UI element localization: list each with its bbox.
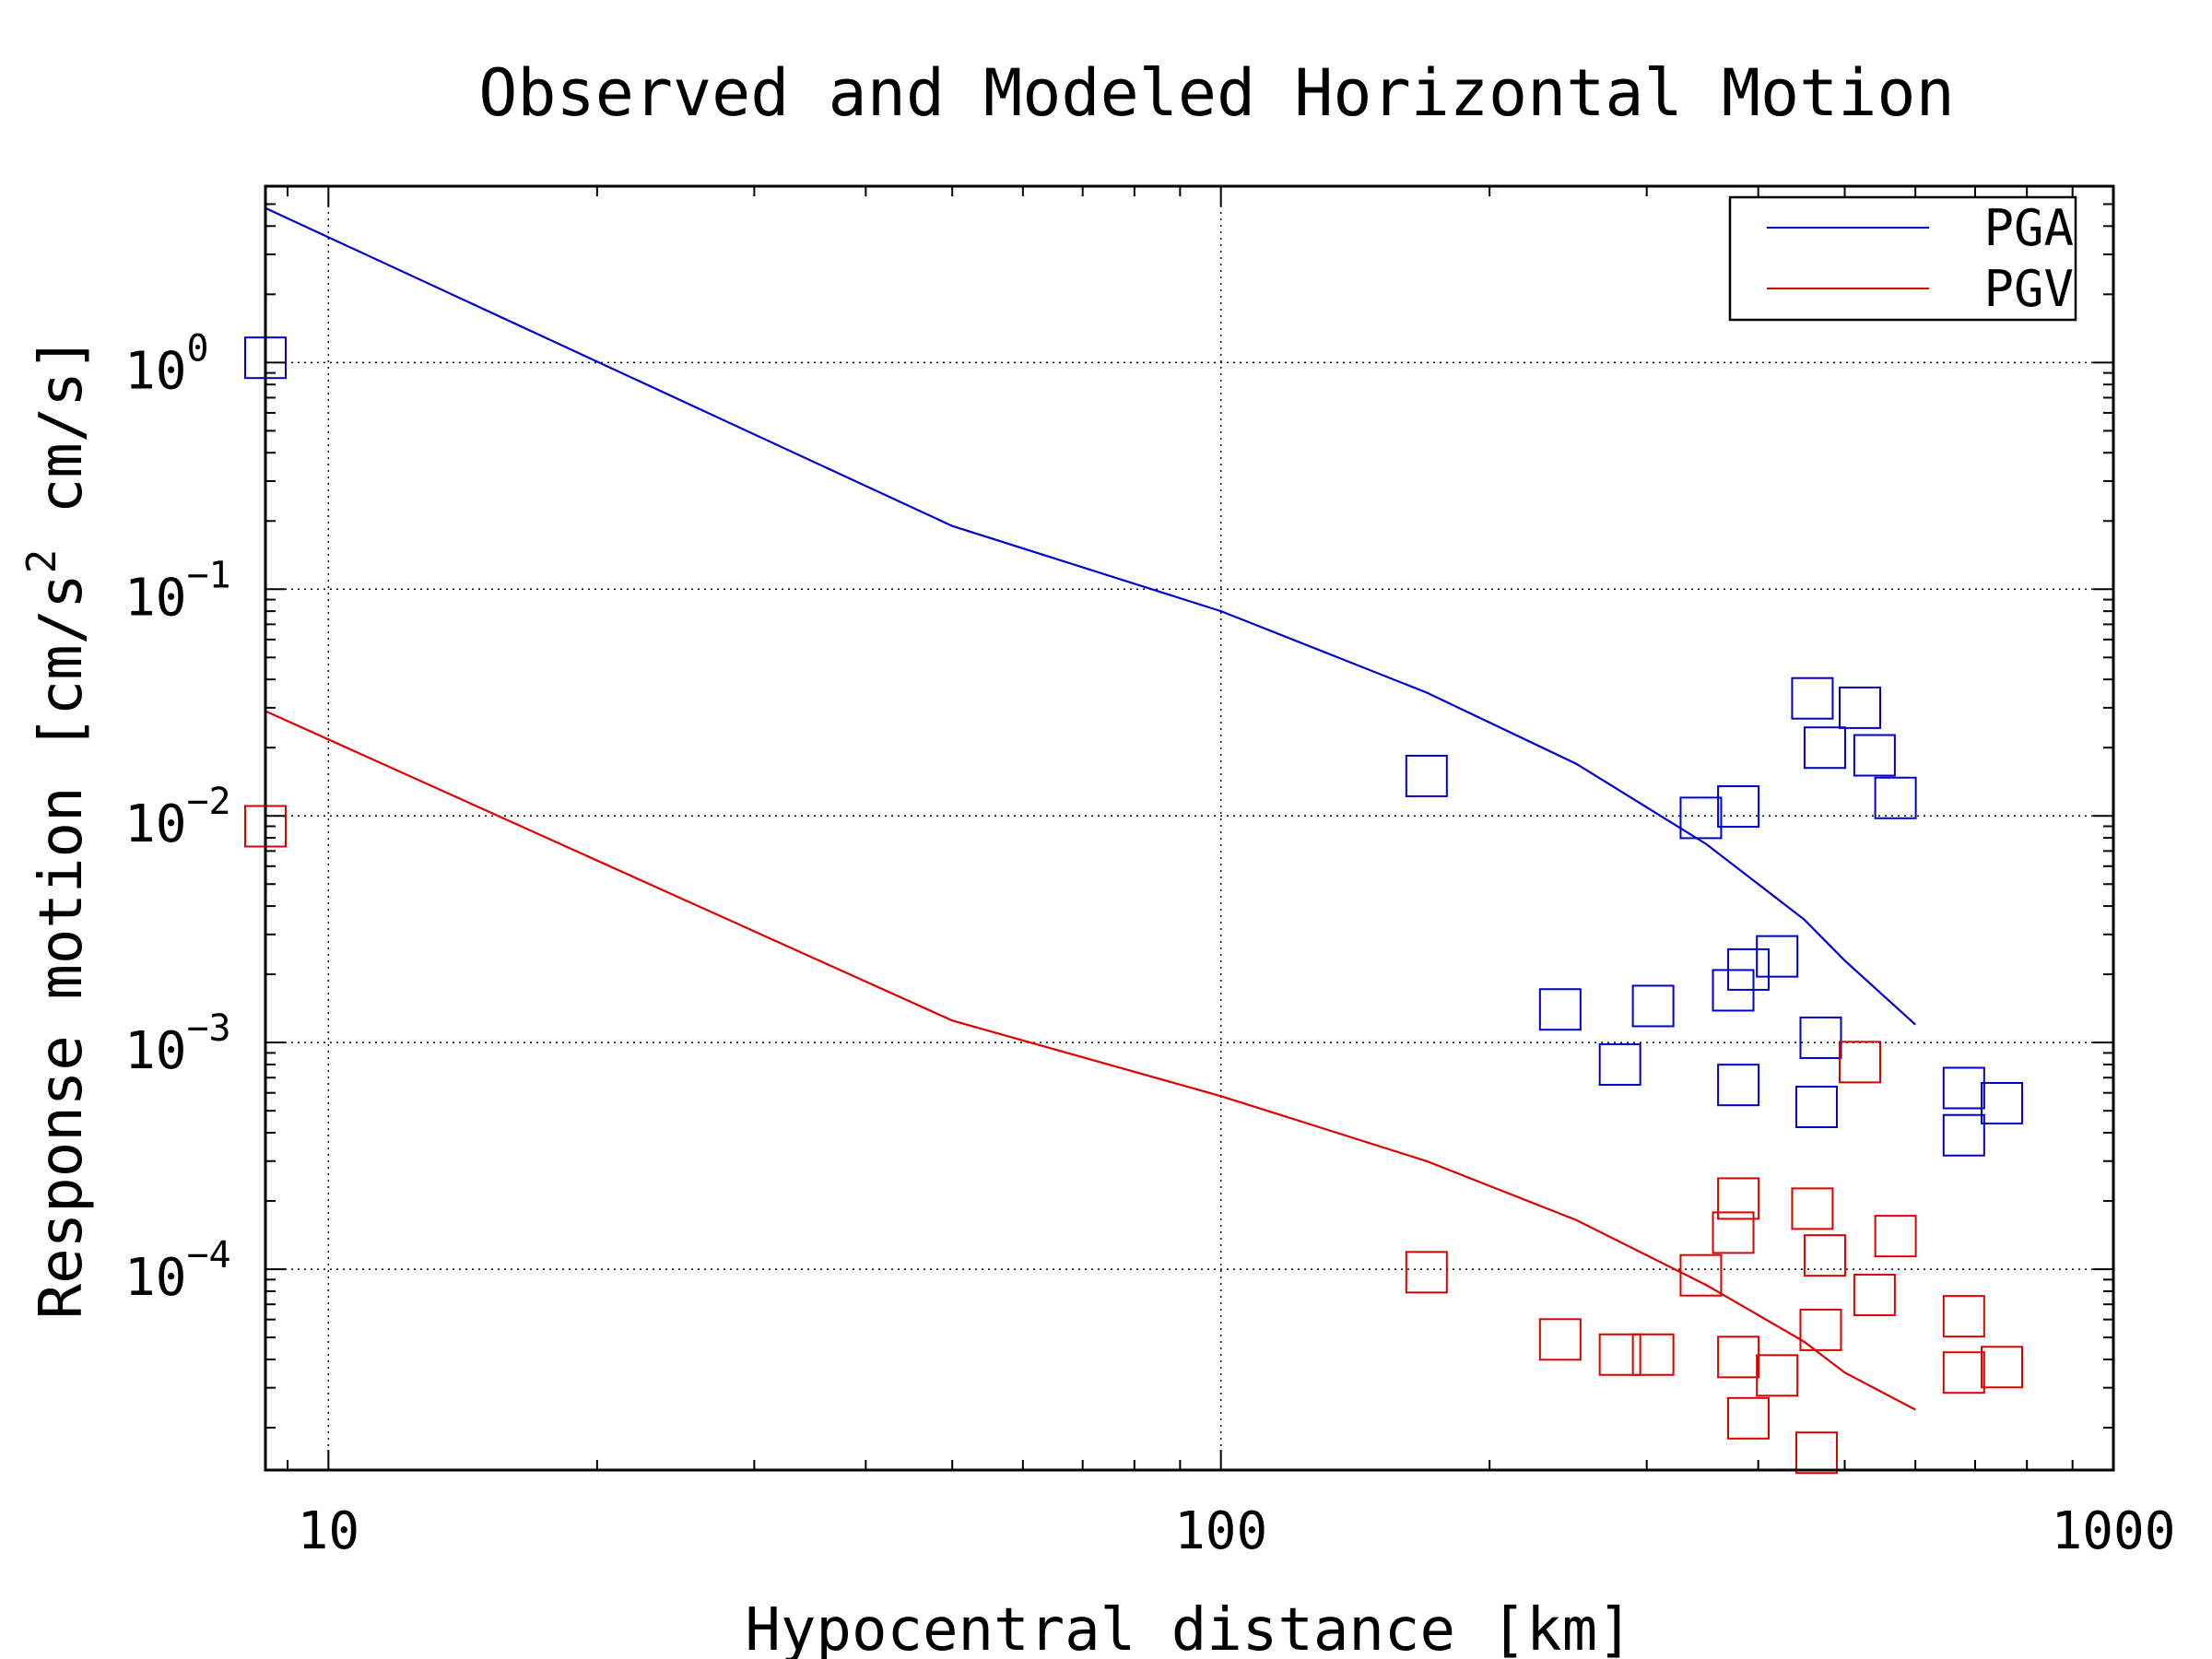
model-lines bbox=[265, 206, 1916, 1411]
data-point-pga bbox=[1799, 1016, 1842, 1059]
data-point-pga bbox=[1853, 734, 1896, 777]
data-point-pga bbox=[1794, 1086, 1838, 1129]
data-point-pgv bbox=[1717, 1177, 1760, 1220]
y-tick-label-base: 10 bbox=[124, 1248, 186, 1308]
x-tick-label: 100 bbox=[1174, 1501, 1267, 1561]
data-point-pga bbox=[1538, 988, 1582, 1031]
y-tick-label-exponent: −4 bbox=[186, 1234, 230, 1277]
data-point-pga bbox=[1717, 1064, 1760, 1107]
data-point-pgv bbox=[1791, 1187, 1834, 1230]
legend: PGA PGV bbox=[1728, 195, 2077, 322]
data-point-pga bbox=[1874, 776, 1917, 819]
grid bbox=[265, 186, 2113, 1470]
y-tick-label-base: 10 bbox=[124, 1021, 186, 1081]
data-point-pga bbox=[1679, 796, 1723, 840]
y-tick-label-base: 10 bbox=[124, 794, 186, 854]
x-axis-label: Hypocentral distance [km] bbox=[745, 1596, 1632, 1659]
y-axis-label-sup: 2 bbox=[18, 549, 65, 574]
data-point-pgv bbox=[1799, 1308, 1842, 1351]
y-axis-label-end: cm/s] bbox=[28, 336, 96, 549]
data-point-pga bbox=[1981, 1081, 2024, 1124]
legend-box bbox=[1728, 195, 2077, 322]
plot-frame bbox=[264, 184, 2115, 1472]
data-point-pgv bbox=[1631, 1333, 1675, 1376]
model-line-pga bbox=[265, 206, 1916, 1026]
y-tick-label-base: 10 bbox=[124, 568, 186, 628]
y-tick-label-exponent: −1 bbox=[186, 554, 230, 596]
data-point-pgv bbox=[1538, 1318, 1582, 1361]
data-point-pgv bbox=[1981, 1346, 2024, 1389]
data-point-pga bbox=[1803, 726, 1846, 770]
chart-title: Observed and Modeled Horizontal Motion bbox=[478, 55, 1954, 131]
x-tick-label: 10 bbox=[298, 1501, 359, 1561]
x-tick-labels: 10 100 1000 bbox=[298, 1501, 2176, 1561]
tick-marks bbox=[265, 185, 2114, 1470]
legend-label-pgv: PGV bbox=[1983, 260, 2074, 318]
y-tick-label: 100 bbox=[124, 327, 209, 401]
data-point-pga bbox=[1598, 1042, 1641, 1086]
data-point-pgv bbox=[1853, 1274, 1896, 1317]
data-point-pga bbox=[1838, 686, 1881, 729]
data-point-pgv bbox=[1794, 1431, 1838, 1475]
data-point-pga bbox=[1631, 984, 1675, 1028]
y-tick-label-exponent: 0 bbox=[186, 327, 208, 370]
data-point-pgv bbox=[1679, 1253, 1723, 1297]
data-point-pga bbox=[1405, 754, 1448, 797]
data-point-pgv bbox=[1838, 1041, 1881, 1084]
legend-label-pga: PGA bbox=[1983, 199, 2074, 257]
y-tick-label-base: 10 bbox=[124, 341, 186, 401]
y-tick-label: 10−1 bbox=[124, 554, 231, 628]
y-tick-label: 10−4 bbox=[124, 1234, 231, 1308]
y-tick-label: 10−2 bbox=[124, 781, 231, 854]
data-point-pga bbox=[1942, 1113, 1985, 1157]
data-point-pgv bbox=[1727, 1396, 1771, 1440]
data-point-pgv bbox=[1717, 1335, 1760, 1379]
data-point-pgv bbox=[1598, 1333, 1641, 1376]
data-point-pga bbox=[1717, 785, 1760, 829]
data-point-pga bbox=[1791, 677, 1834, 720]
data-point-pgv bbox=[1405, 1251, 1448, 1294]
data-point-pgv bbox=[1942, 1295, 1985, 1338]
y-tick-label-exponent: −2 bbox=[186, 781, 230, 823]
data-point-pgv bbox=[1756, 1354, 1799, 1397]
data-point-pga bbox=[1727, 947, 1771, 991]
data-point-pga bbox=[1756, 935, 1799, 978]
x-tick-label: 1000 bbox=[2052, 1501, 2176, 1561]
data-point-pgv bbox=[1874, 1215, 1917, 1258]
y-tick-label-exponent: −3 bbox=[186, 1007, 230, 1050]
data-point-pgv bbox=[1803, 1234, 1846, 1277]
data-point-pgv bbox=[1942, 1351, 1985, 1394]
model-line-pgv bbox=[265, 710, 1916, 1411]
data-point-pgv bbox=[1712, 1211, 1755, 1254]
y-axis-label: Response motion [cm/s2 cm/s] bbox=[18, 336, 96, 1320]
y-tick-label: 10−3 bbox=[124, 1007, 231, 1081]
data-point-pga bbox=[1942, 1066, 1985, 1110]
y-axis-label-main: Response motion [cm/s bbox=[28, 573, 96, 1319]
